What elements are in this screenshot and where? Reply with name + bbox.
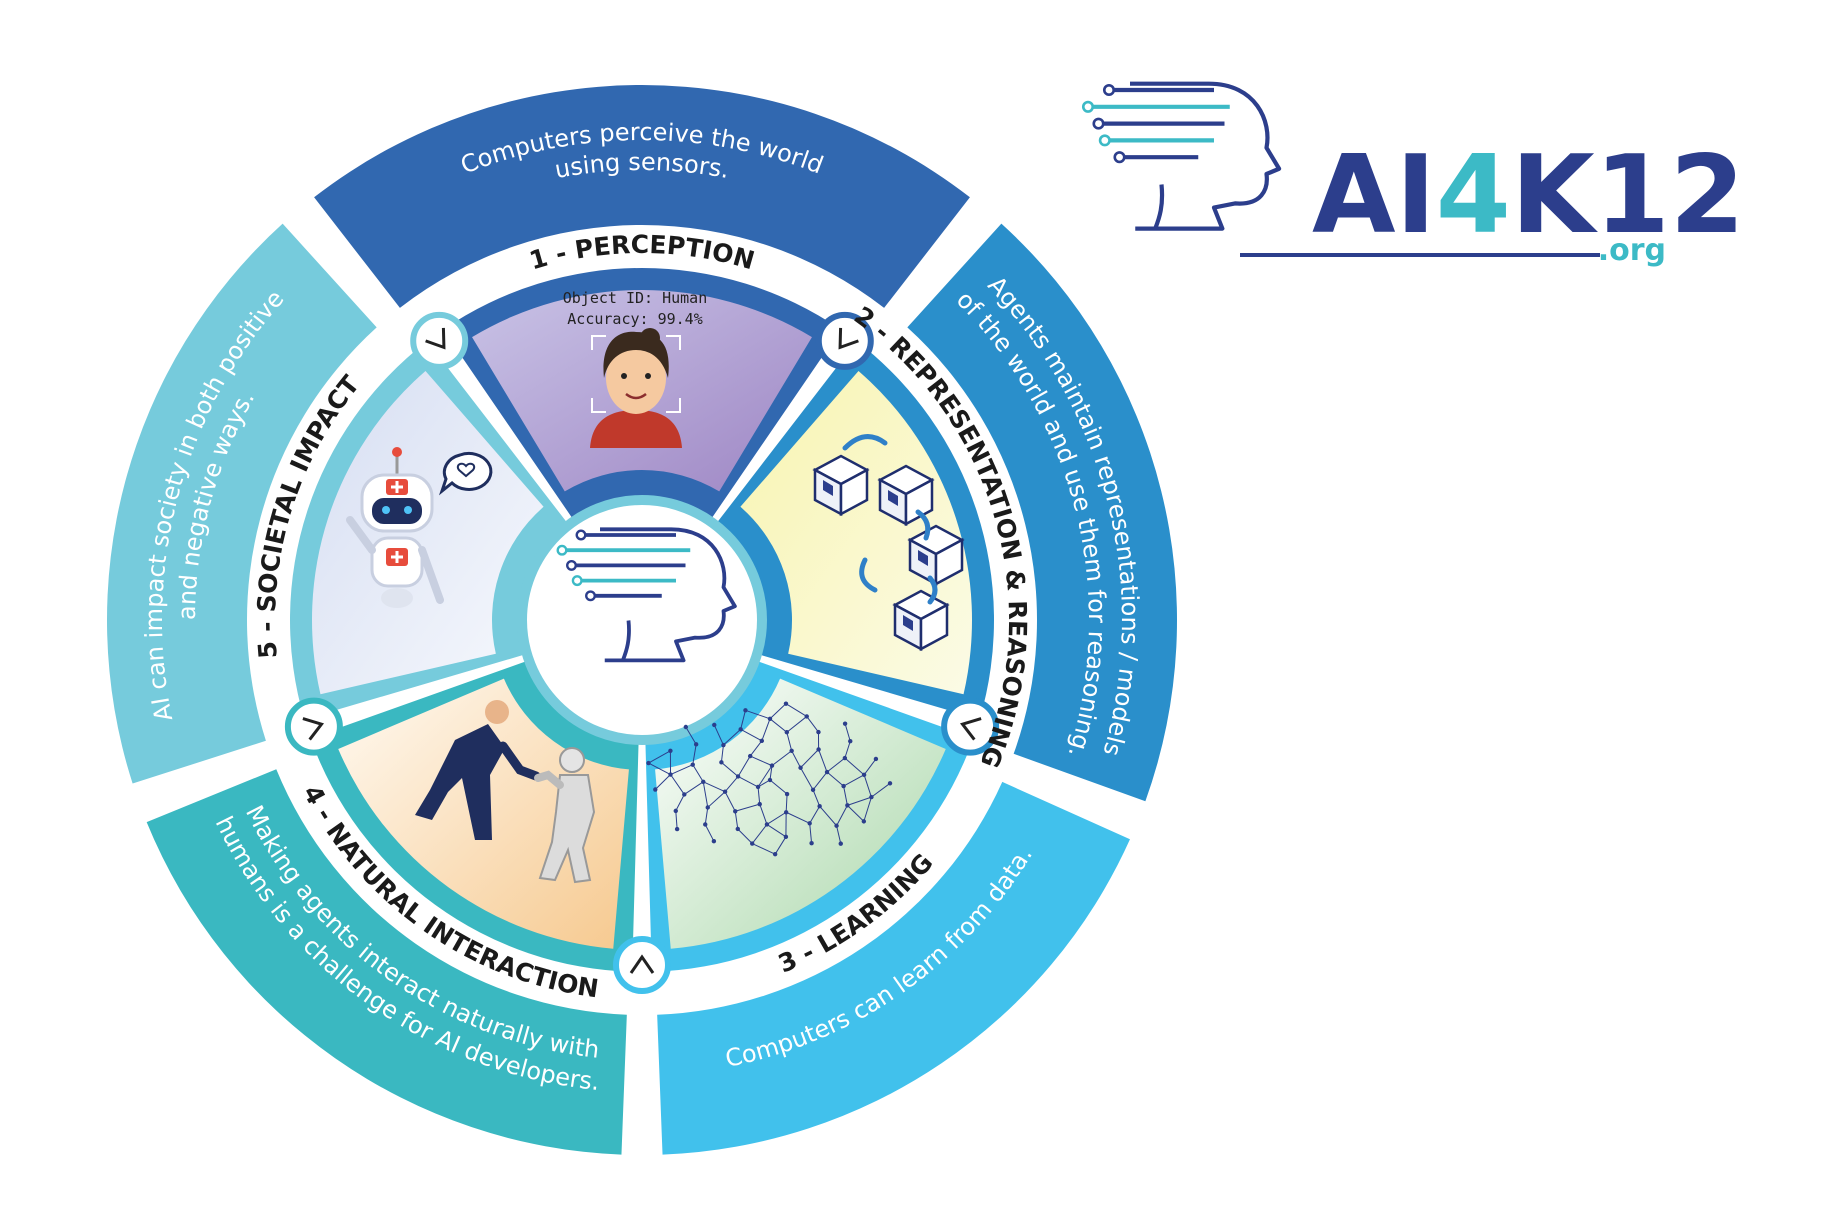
logo-head-icon — [1081, 81, 1282, 231]
neural-network-brain-icon — [646, 701, 893, 857]
face-recognition-icon: Object ID: Human Accuracy: 99.4% — [563, 289, 708, 448]
illustration-panel-societal — [312, 370, 544, 695]
center-hub — [517, 495, 767, 745]
brain-head-icon — [556, 527, 737, 663]
medical-robot-icon — [346, 447, 493, 608]
outer-sector-societal — [107, 223, 377, 784]
object-id-label: Object ID: Human — [563, 289, 708, 307]
logo-domain: .org — [1598, 233, 1666, 268]
chevron-arrow-icon — [941, 697, 1000, 756]
logo-digit: 4 — [1436, 133, 1511, 258]
chevron-arrow-icon — [284, 697, 343, 756]
chevron-arrow-icon — [815, 311, 874, 370]
chevron-arrow-icon — [613, 936, 671, 994]
outer-sector-interaction — [146, 769, 627, 1155]
logo-wordmark: AI4K12 — [1312, 133, 1745, 258]
rotating-cubes-icon — [812, 434, 965, 652]
accuracy-label: Accuracy: 99.4% — [567, 310, 702, 328]
outer-sector-representation — [907, 223, 1177, 802]
outer-sector-learning — [657, 781, 1130, 1155]
illustration-panel-learning — [655, 678, 946, 949]
logo-prefix: AI — [1312, 133, 1436, 258]
handshake-robot-icon — [415, 700, 596, 884]
ai4k12-logo: AI4K12.org — [1081, 81, 1745, 268]
outer-sector-perception — [314, 85, 970, 308]
chevron-arrow-icon — [410, 311, 469, 370]
logo-suffix: K12 — [1511, 133, 1745, 258]
